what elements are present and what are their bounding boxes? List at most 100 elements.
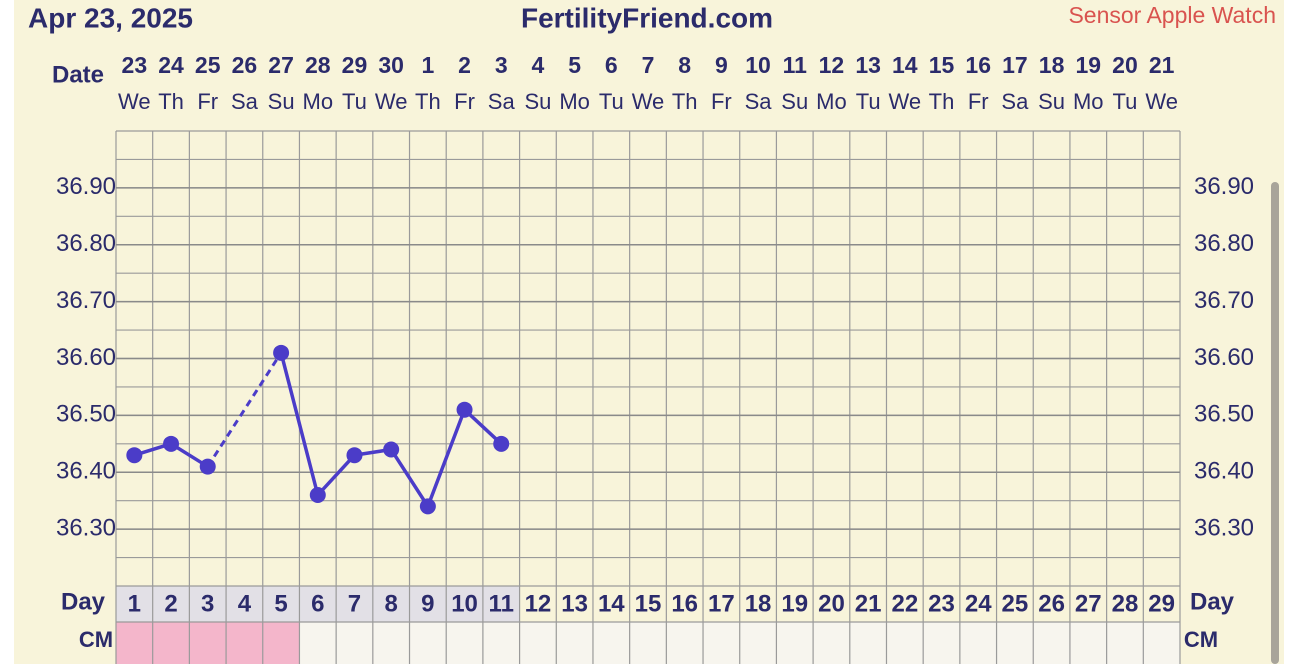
cm-cell <box>482 622 520 664</box>
cm-cell <box>1069 622 1107 664</box>
y-tick-label: 36.90 <box>56 173 116 200</box>
day-cell <box>592 586 630 622</box>
x-tick-label: 28 <box>1112 590 1139 617</box>
weekday-label: Su <box>524 89 551 114</box>
date-label: 23 <box>122 52 148 78</box>
x-tick-label: 3 <box>201 590 214 617</box>
temp-point <box>199 458 216 475</box>
temp-point <box>493 435 510 452</box>
cm-cell <box>703 622 740 664</box>
cm-cell <box>519 622 557 664</box>
day-cell <box>226 586 263 622</box>
day-cell <box>372 586 410 622</box>
day-cell <box>813 586 850 622</box>
y-tick-label-right: 36.90 <box>1194 173 1254 200</box>
date-label: 30 <box>378 52 404 78</box>
cm-cell <box>1033 622 1070 664</box>
temp-point <box>383 441 400 458</box>
cm-cell <box>409 622 447 664</box>
day-cell <box>519 586 557 622</box>
y-tick-label: 36.40 <box>56 458 116 485</box>
y-tick-label-right: 36.70 <box>1194 287 1254 314</box>
date-label: 13 <box>855 52 881 78</box>
day-cell <box>886 586 924 622</box>
weekday-label: Su <box>781 89 808 114</box>
y-tick-label-right: 36.60 <box>1194 344 1254 371</box>
weekday-label: Su <box>268 89 295 114</box>
date-label: Date <box>52 61 104 88</box>
x-tick-label: 18 <box>745 590 772 617</box>
x-tick-label: 14 <box>598 590 625 617</box>
x-tick-label: 5 <box>274 590 287 617</box>
day-cell <box>1106 586 1144 622</box>
y-tick-label-right: 36.30 <box>1194 514 1254 541</box>
date-label: 9 <box>715 52 728 78</box>
date-label: 8 <box>678 52 691 78</box>
date-label: 25 <box>195 52 221 78</box>
scrollbar <box>1271 182 1279 664</box>
weekday-label: Fr <box>968 89 989 114</box>
day-cell <box>666 586 704 622</box>
x-tick-label: 29 <box>1148 590 1175 617</box>
date-label: 6 <box>605 52 618 78</box>
day-cell <box>849 586 887 622</box>
weekday-label: Mo <box>559 89 590 114</box>
x-tick-label: 7 <box>348 590 361 617</box>
x-tick-label: 1 <box>128 590 141 617</box>
date-label: 21 <box>1149 52 1175 78</box>
y-tick-label-right: 36.40 <box>1194 458 1254 485</box>
cm-cell <box>262 622 300 664</box>
day-cell <box>409 586 447 622</box>
day-cell <box>629 586 667 622</box>
x-tick-label: 6 <box>311 590 324 617</box>
temp-point <box>126 447 143 464</box>
cm-cell <box>592 622 630 664</box>
weekday-label: Th <box>672 89 698 114</box>
day-cell <box>482 586 520 622</box>
cm-cell <box>116 622 153 664</box>
y-tick-label-right: 36.50 <box>1194 401 1254 428</box>
date-text: Apr 23, 2025 <box>28 2 193 33</box>
date-label: 7 <box>642 52 655 78</box>
date-label: 1 <box>421 52 434 78</box>
weekday-label: Fr <box>454 89 475 114</box>
day-cell <box>336 586 373 622</box>
gap-bridge <box>206 351 283 468</box>
y-tick-label: 36.60 <box>56 344 116 371</box>
day-cell <box>446 586 483 622</box>
cm-cell <box>226 622 263 664</box>
date-label: 28 <box>305 52 331 78</box>
weekday-label: Th <box>415 89 441 114</box>
cm-cell <box>372 622 410 664</box>
date-label: 11 <box>783 52 808 78</box>
x-tick-label: 16 <box>671 590 698 617</box>
temp-point <box>346 447 363 464</box>
day-cell <box>152 586 190 622</box>
day-cell <box>996 586 1034 622</box>
cm-cell <box>336 622 373 664</box>
weekday-label: Tu <box>342 89 367 114</box>
cm-cell <box>666 622 704 664</box>
weekday-label: Th <box>929 89 955 114</box>
weekday-label: Mo <box>303 89 334 114</box>
x-tick-label: 21 <box>855 590 882 617</box>
date-label: 24 <box>158 52 184 78</box>
y-tick-label: 36.80 <box>56 230 116 257</box>
weekday-label: We <box>889 89 922 114</box>
cm-cell <box>776 622 814 664</box>
date-label: 18 <box>1039 52 1065 78</box>
cm-cell <box>152 622 190 664</box>
date-label: 12 <box>819 52 845 78</box>
weekday-label: We <box>375 89 408 114</box>
date-label: 2 <box>458 52 471 78</box>
x-tick-label: 22 <box>891 590 918 617</box>
weekday-label: Sa <box>745 89 773 114</box>
temp-point <box>163 435 180 452</box>
date-label: 26 <box>232 52 258 78</box>
y-tick-label: 36.70 <box>56 287 116 314</box>
weekday-label: We <box>1145 89 1178 114</box>
date-label: 16 <box>965 52 991 78</box>
weekday-label: Tu <box>856 89 881 114</box>
day-cell <box>116 586 153 622</box>
